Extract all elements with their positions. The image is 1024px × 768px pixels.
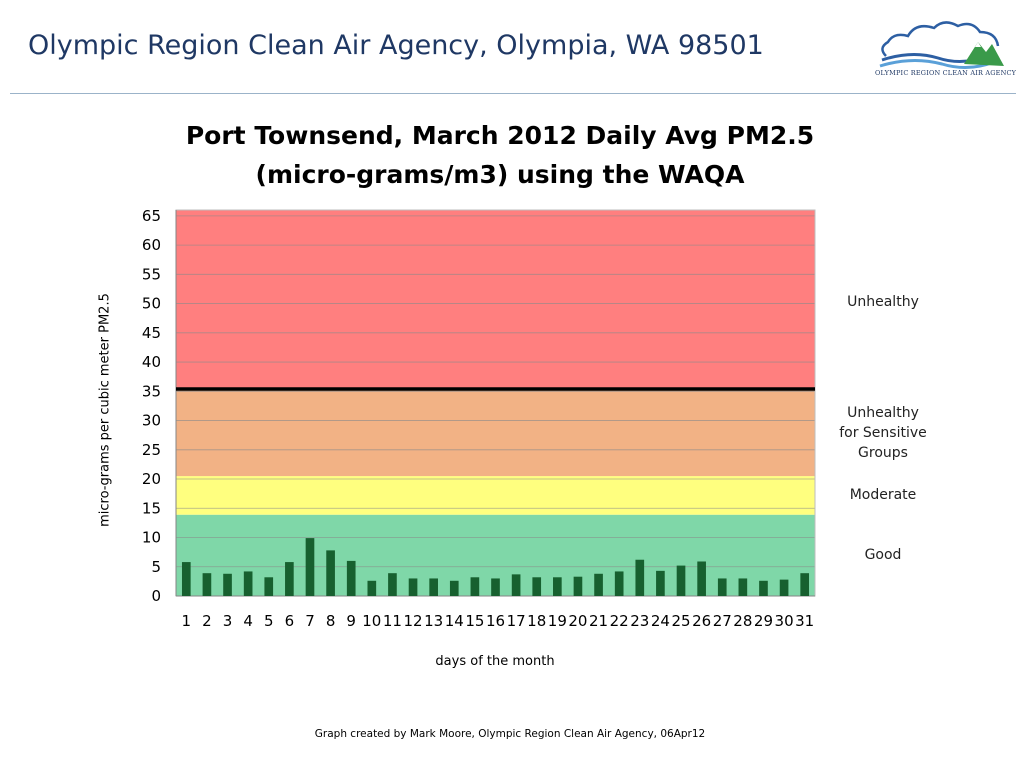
- bar-day-15: [470, 577, 480, 596]
- y-tick-label: 10: [142, 529, 161, 547]
- bar-day-19: [553, 577, 562, 596]
- bar-day-24: [656, 570, 665, 596]
- y-tick-label: 15: [142, 499, 161, 517]
- bar-day-18: [532, 577, 542, 596]
- slide-title: Olympic Region Clean Air Agency, Olympia…: [28, 30, 764, 61]
- aqi-band-2: [176, 388, 815, 477]
- y-tick-label: 25: [142, 441, 161, 459]
- y-tick-label: 40: [142, 353, 161, 371]
- bar-day-28: [738, 578, 748, 596]
- x-tick-label: 26: [692, 612, 711, 630]
- chart-title: Port Townsend, March 2012 Daily Avg PM2.…: [150, 116, 850, 194]
- x-tick-label: 3: [223, 612, 233, 630]
- x-tick-label: 20: [568, 612, 587, 630]
- title-divider: [10, 93, 1016, 94]
- bar-day-16: [491, 578, 500, 596]
- bar-day-4: [243, 571, 253, 596]
- y-tick-label: 30: [142, 412, 161, 430]
- x-tick-label: 12: [404, 612, 423, 630]
- bar-day-5: [264, 577, 274, 596]
- x-tick-label: 13: [424, 612, 443, 630]
- bar-day-26: [697, 561, 706, 596]
- y-tick-label: 60: [142, 236, 161, 254]
- x-axis-label: days of the month: [435, 654, 555, 669]
- x-tick-label: 10: [362, 612, 381, 630]
- aqi-band-1: [176, 476, 815, 515]
- x-tick-label: 30: [775, 612, 794, 630]
- x-tick-label: 19: [548, 612, 567, 630]
- x-tick-label: 28: [733, 612, 752, 630]
- chart-title-line-1: Port Townsend, March 2012 Daily Avg PM2.…: [185, 121, 815, 150]
- logo-text: OLYMPIC REGION CLEAN AIR AGENCY: [875, 69, 1017, 77]
- bar-day-2: [202, 573, 212, 596]
- band-label-good: Good: [864, 547, 902, 564]
- band-label-unhealthy: Unhealthy: [847, 294, 919, 311]
- bar-day-1: [181, 562, 191, 596]
- bar-day-31: [800, 573, 810, 596]
- agency-logo: [872, 12, 1012, 82]
- bar-day-17: [511, 574, 521, 596]
- bar-day-3: [223, 573, 232, 596]
- x-tick-label: 21: [589, 612, 608, 630]
- x-tick-label: 2: [202, 612, 212, 630]
- chart-title-line-2: (micro-grams/m3) using the WAQA: [255, 160, 745, 189]
- bar-day-22: [614, 571, 624, 596]
- x-tick-label: 24: [651, 612, 670, 630]
- band-label-moderate: Moderate: [849, 487, 917, 504]
- x-tick-label: 29: [754, 612, 773, 630]
- y-tick-label: 5: [151, 558, 161, 576]
- band-label-line: Groups: [858, 444, 908, 461]
- bar-day-29: [759, 580, 768, 596]
- bar-day-9: [346, 560, 356, 596]
- y-tick-label: 35: [142, 382, 161, 400]
- bar-day-20: [573, 576, 583, 596]
- bar-day-14: [449, 580, 459, 596]
- x-tick-label: 27: [713, 612, 732, 630]
- x-tick-label: 16: [486, 612, 505, 630]
- footer-credit: Graph created by Mark Moore, Olympic Reg…: [314, 728, 706, 740]
- y-tick-label: 20: [142, 470, 161, 488]
- x-tick-label: 22: [610, 612, 629, 630]
- x-tick-label: 4: [243, 612, 253, 630]
- x-tick-label: 15: [465, 612, 484, 630]
- x-tick-label: 1: [182, 612, 192, 630]
- bar-day-21: [594, 573, 603, 596]
- x-tick-label: 23: [630, 612, 649, 630]
- y-tick-label: 65: [142, 207, 161, 225]
- x-tick-label: 18: [527, 612, 546, 630]
- x-tick-label: 11: [383, 612, 402, 630]
- bar-day-13: [429, 578, 438, 596]
- cloud-mountain-logo-icon: [879, 21, 1004, 69]
- bar-day-7: [305, 538, 315, 596]
- bar-day-10: [367, 580, 377, 596]
- bar-day-11: [388, 573, 397, 596]
- bar-day-27: [717, 578, 727, 596]
- x-tick-label: 31: [795, 612, 814, 630]
- x-tick-label: 8: [326, 612, 336, 630]
- bar-day-25: [676, 565, 686, 596]
- x-tick-label: 25: [671, 612, 690, 630]
- bar-day-30: [779, 579, 789, 596]
- aqi-band-3: [176, 210, 815, 389]
- y-tick-label: 55: [142, 265, 161, 283]
- x-tick-label: 9: [346, 612, 356, 630]
- x-tick-label: 14: [445, 612, 464, 630]
- y-tick-label: 45: [142, 324, 161, 342]
- band-label-line: for Sensitive: [839, 424, 927, 441]
- bar-day-12: [408, 578, 418, 596]
- y-tick-label: 0: [151, 587, 161, 605]
- x-tick-label: 5: [264, 612, 274, 630]
- y-tick-label: 50: [142, 295, 161, 313]
- band-label-unhealthy-sensitive: Unhealthy for Sensitive Groups: [828, 403, 938, 463]
- x-tick-label: 17: [507, 612, 526, 630]
- x-tick-label: 7: [305, 612, 315, 630]
- bar-day-8: [326, 550, 335, 596]
- x-tick-label: 6: [285, 612, 295, 630]
- band-label-line: Unhealthy: [847, 404, 919, 421]
- bar-day-23: [635, 559, 645, 596]
- bar-day-6: [285, 562, 294, 596]
